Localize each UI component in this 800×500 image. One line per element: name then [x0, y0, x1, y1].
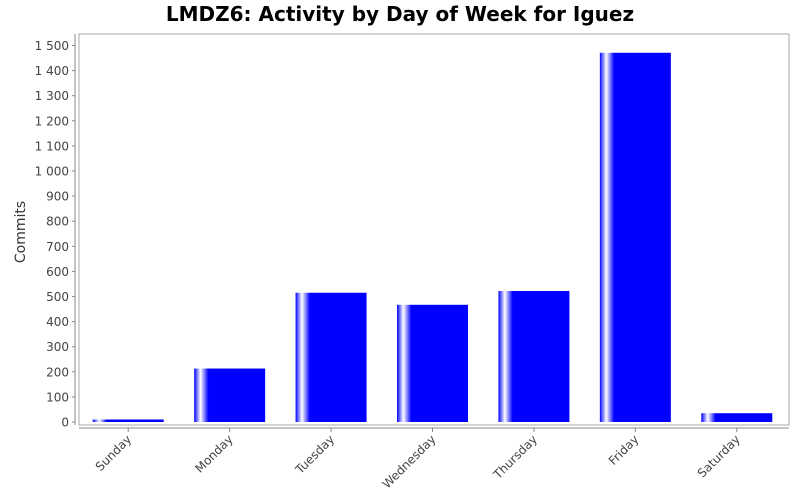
y-tick-label: 100 — [46, 390, 69, 404]
y-tick-label: 1 200 — [35, 114, 69, 128]
y-tick-label: 1 300 — [35, 89, 69, 103]
y-tick-label: 0 — [61, 416, 69, 430]
bar-saturday — [701, 413, 773, 422]
x-tick-label-monday: Monday — [192, 432, 235, 475]
y-tick-label: 1 000 — [35, 165, 69, 179]
y-tick-label: 800 — [46, 215, 69, 229]
bar-thursday — [498, 290, 570, 422]
y-tick-label: 700 — [46, 240, 69, 254]
x-tick-label-sunday: Sunday — [93, 432, 135, 474]
y-tick-label: 500 — [46, 290, 69, 304]
bar-sunday — [92, 419, 164, 422]
bar-friday — [599, 52, 671, 423]
x-tick-label-friday: Friday — [606, 432, 642, 468]
bar-tuesday — [295, 292, 367, 422]
y-tick-label: 1 100 — [35, 139, 69, 153]
y-tick-label: 200 — [46, 365, 69, 379]
x-axis: Sunday Monday Tuesday Wednesday Thursday Frid… — [79, 427, 789, 491]
x-tick-label-saturday: Saturday — [695, 432, 743, 480]
bar-wednesday — [397, 304, 468, 422]
y-tick-label: 1 500 — [35, 39, 69, 53]
bar-monday — [194, 368, 266, 422]
x-tick-label-wednesday: Wednesday — [380, 432, 439, 491]
y-axis-label: Commits — [13, 201, 29, 263]
y-tick-label: 300 — [46, 340, 69, 354]
y-tick-label: 900 — [46, 190, 69, 204]
y-axis: 0 100 200 300 400 500 600 700 800 900 1 000 1 100 1 … — [35, 34, 76, 430]
chart-title: LMDZ6: Activity by Day of Week for Iguez — [165, 2, 635, 26]
x-tick-label-tuesday: Tuesday — [292, 432, 337, 477]
x-tick-label-thursday: Thursday — [490, 432, 540, 482]
y-tick-label: 400 — [46, 315, 69, 329]
y-tick-label: 600 — [46, 265, 69, 279]
bars — [92, 52, 773, 423]
y-tick-label: 1 400 — [35, 64, 69, 78]
